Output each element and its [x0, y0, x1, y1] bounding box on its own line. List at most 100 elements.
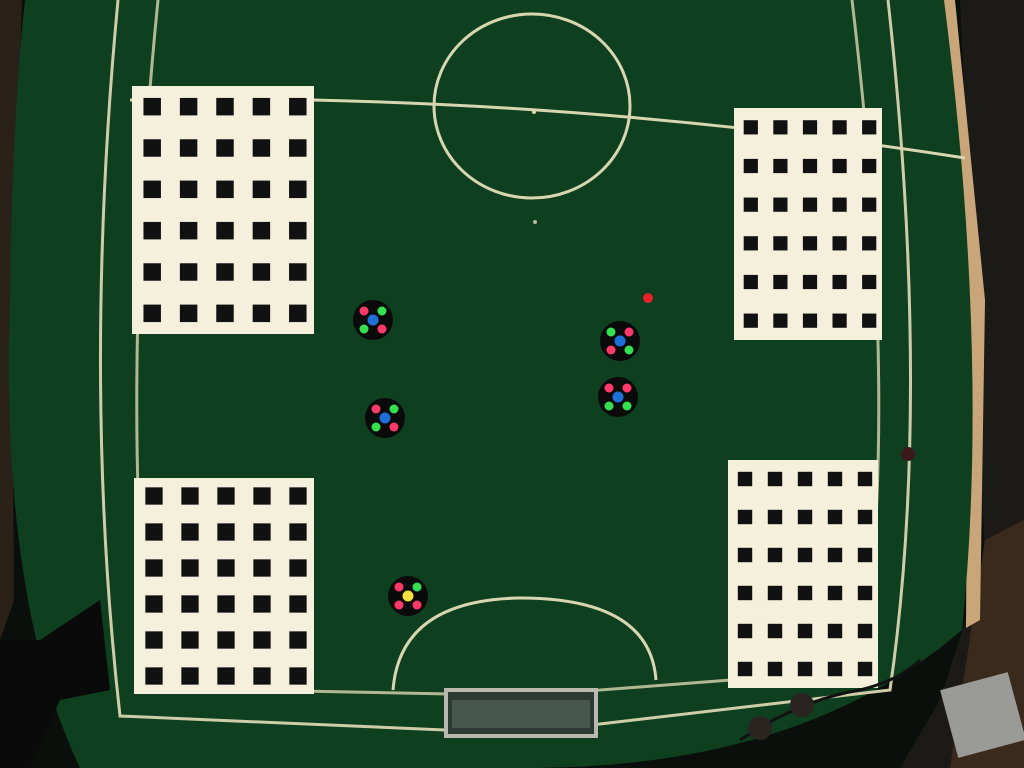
calibration-square	[862, 274, 877, 290]
calibration-square	[857, 471, 873, 487]
robot-marker	[624, 327, 634, 337]
field-spot	[533, 220, 537, 224]
calibration-square	[145, 595, 163, 613]
device-box	[940, 672, 1024, 758]
calibration-square	[143, 139, 161, 157]
calibration-square	[773, 274, 788, 290]
calibration-square	[289, 180, 307, 199]
calibration-square	[253, 631, 271, 649]
ball	[643, 293, 653, 303]
calibration-square	[181, 523, 199, 541]
calibration-square	[832, 158, 847, 174]
calibration-square	[832, 197, 847, 212]
calibration-square	[737, 623, 753, 639]
calibration-square	[773, 120, 788, 135]
calibration-square	[767, 585, 783, 601]
robot-marker	[371, 422, 381, 432]
calibration-square	[857, 509, 873, 525]
robot-marker	[604, 383, 614, 393]
calibration-square	[862, 197, 877, 212]
calibration-square	[862, 313, 877, 328]
calibration-square	[181, 487, 199, 505]
calibration-square	[252, 221, 271, 240]
robot-center-marker	[614, 335, 626, 347]
robot-marker	[412, 600, 422, 610]
calibration-square	[253, 667, 271, 685]
calibration-square	[179, 139, 198, 157]
calibration-square	[253, 559, 271, 577]
calibration-square	[857, 585, 873, 601]
calibration-square	[181, 595, 199, 613]
calibration-square	[289, 304, 307, 323]
calibration-board-top-right	[734, 108, 882, 340]
robot-1	[353, 300, 393, 340]
robot-marker	[389, 404, 399, 414]
calibration-square	[827, 585, 843, 601]
calibration-square	[145, 559, 163, 577]
calibration-square	[143, 221, 161, 240]
calibration-square	[289, 221, 307, 240]
calibration-square	[797, 547, 813, 563]
calibration-square	[216, 139, 234, 157]
calibration-square	[145, 487, 163, 505]
calibration-square	[289, 263, 307, 281]
calibration-square	[802, 313, 818, 328]
calibration-square	[253, 523, 271, 541]
robot-marker	[394, 600, 404, 610]
calibration-square	[773, 158, 788, 174]
calibration-square	[767, 661, 783, 677]
small-object	[901, 447, 915, 461]
calibration-square	[802, 274, 818, 290]
robot-5	[388, 576, 428, 616]
calibration-square	[743, 274, 758, 290]
calibration-square	[289, 139, 307, 157]
robot-marker	[394, 582, 404, 592]
calibration-square	[217, 667, 235, 685]
calibration-square	[857, 623, 873, 639]
calibration-square	[289, 97, 307, 116]
calibration-square	[857, 547, 873, 563]
calibration-square	[217, 523, 235, 541]
calibration-square	[143, 304, 161, 323]
calibration-square	[252, 139, 271, 157]
device-part	[790, 693, 814, 717]
robot-3	[600, 321, 640, 361]
center-circle	[432, 12, 632, 200]
calibration-square	[217, 595, 235, 613]
calibration-square	[802, 197, 818, 212]
calibration-square	[289, 559, 307, 577]
calibration-square	[179, 221, 198, 240]
calibration-board-bottom-left	[134, 478, 314, 694]
calibration-square	[773, 197, 788, 212]
center-spot	[532, 110, 536, 114]
robot-marker	[377, 324, 387, 334]
calibration-square	[802, 120, 818, 135]
calibration-square	[216, 180, 234, 199]
calibration-square	[737, 471, 753, 487]
robot-marker	[624, 345, 634, 355]
calibration-square	[179, 97, 198, 116]
calibration-square	[832, 236, 847, 251]
robot-marker	[412, 582, 422, 592]
calibration-square	[143, 180, 161, 199]
robot-2	[365, 398, 405, 438]
calibration-square	[797, 661, 813, 677]
robot-marker	[359, 324, 369, 334]
calibration-square	[797, 471, 813, 487]
calibration-square	[252, 180, 271, 199]
calibration-square	[827, 547, 843, 563]
robot-4	[598, 377, 638, 417]
calibration-square	[743, 120, 758, 135]
calibration-square	[832, 274, 847, 290]
calibration-square	[253, 487, 271, 505]
calibration-square	[216, 97, 234, 116]
calibration-square	[289, 487, 307, 505]
calibration-square	[179, 304, 198, 323]
calibration-square	[743, 236, 758, 251]
calibration-square	[797, 623, 813, 639]
robot-center-marker	[379, 412, 391, 424]
calibration-square	[289, 595, 307, 613]
calibration-square	[773, 236, 788, 251]
calibration-square	[217, 487, 235, 505]
